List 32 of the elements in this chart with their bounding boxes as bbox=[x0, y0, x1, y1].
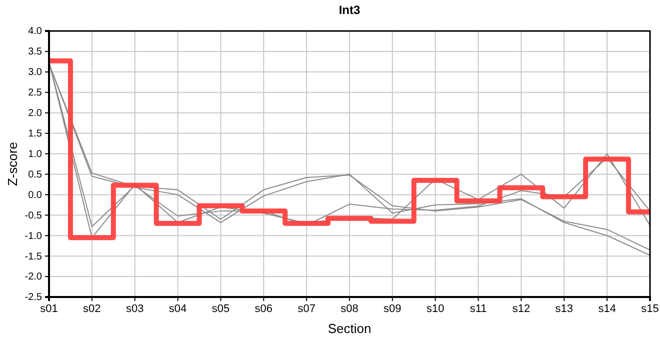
y-tick-label: -0.5 bbox=[24, 210, 42, 222]
y-tick-label: -2.0 bbox=[24, 272, 42, 283]
x-tick-label: s05 bbox=[212, 302, 230, 315]
y-tick-label: 3.0 bbox=[28, 67, 42, 78]
x-tick-label: s14 bbox=[598, 302, 616, 315]
x-tick-label: s04 bbox=[168, 302, 187, 315]
x-tick-label: s11 bbox=[470, 302, 487, 315]
x-tick-label: s12 bbox=[512, 302, 530, 315]
y-tick-label: 2.5 bbox=[28, 88, 42, 99]
chart-title: Int3 bbox=[338, 3, 360, 17]
x-tick-label: s07 bbox=[298, 302, 316, 315]
x-tick-label: s13 bbox=[555, 302, 574, 315]
y-tick-label: -1.0 bbox=[24, 230, 42, 242]
x-tick-label: s08 bbox=[340, 302, 358, 315]
y-tick-label: 1.0 bbox=[28, 148, 42, 160]
x-tick-label: s01 bbox=[40, 302, 58, 315]
y-axis-title: Z-score bbox=[5, 142, 20, 186]
x-tick-label: s09 bbox=[384, 302, 402, 315]
y-tick-label: 1.5 bbox=[28, 128, 42, 140]
y-tick-label: 2.0 bbox=[28, 108, 42, 120]
x-tick-label: s06 bbox=[254, 302, 273, 315]
x-axis-title: Section bbox=[328, 321, 372, 336]
x-tick-label: s10 bbox=[426, 302, 444, 315]
y-tick-label: -1.5 bbox=[24, 251, 42, 262]
x-tick-label: s15 bbox=[641, 302, 659, 315]
y-tick-label: 0.0 bbox=[28, 190, 42, 201]
y-tick-label: 0.5 bbox=[28, 169, 42, 180]
y-tick-label: 4.0 bbox=[28, 26, 42, 38]
x-tick-label: s02 bbox=[83, 302, 101, 315]
y-tick-label: -2.5 bbox=[24, 292, 42, 304]
x-tick-label: s03 bbox=[126, 302, 144, 315]
y-tick-label: 3.5 bbox=[28, 46, 42, 58]
